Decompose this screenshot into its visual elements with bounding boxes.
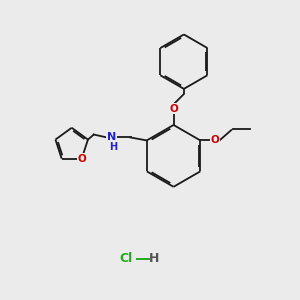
Text: N: N xyxy=(107,133,116,142)
Text: H: H xyxy=(109,142,117,152)
Text: Cl: Cl xyxy=(120,252,133,266)
Text: O: O xyxy=(169,104,178,114)
Text: H: H xyxy=(149,252,160,266)
Text: O: O xyxy=(77,154,86,164)
Text: O: O xyxy=(211,135,219,146)
